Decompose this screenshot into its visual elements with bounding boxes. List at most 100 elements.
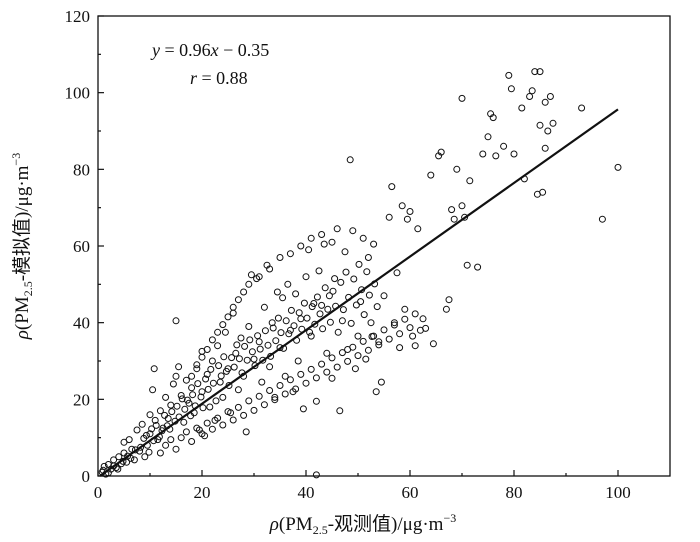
data-point xyxy=(510,150,518,158)
equation-x-var: x xyxy=(210,40,219,60)
data-point xyxy=(321,284,329,292)
scatter-points xyxy=(98,68,622,479)
data-point xyxy=(215,362,223,370)
data-point xyxy=(541,98,549,106)
data-point xyxy=(188,438,196,445)
data-point xyxy=(141,453,149,461)
data-point xyxy=(364,254,372,261)
data-point xyxy=(219,393,227,401)
y-label-pm: (PM xyxy=(12,296,33,330)
data-point xyxy=(193,424,201,432)
data-point xyxy=(268,319,276,327)
data-point xyxy=(206,403,214,411)
y-tick-label: 40 xyxy=(73,314,90,333)
data-point xyxy=(248,348,256,356)
data-point xyxy=(342,268,350,276)
data-point xyxy=(281,372,289,380)
data-point xyxy=(385,213,393,221)
data-point xyxy=(306,328,314,336)
data-point xyxy=(233,341,241,349)
data-point xyxy=(328,238,336,246)
data-point xyxy=(130,456,138,464)
data-point xyxy=(307,332,315,340)
data-point xyxy=(318,360,326,368)
data-point xyxy=(145,448,153,456)
data-point xyxy=(297,242,305,250)
y-tick-label: 20 xyxy=(73,390,90,409)
data-point xyxy=(180,418,188,426)
data-point xyxy=(203,419,211,427)
data-point xyxy=(266,363,274,371)
y-label-main: -模拟值)/μg·m xyxy=(11,165,33,281)
data-point xyxy=(313,293,321,301)
correlation-annotation: r = 0.88 xyxy=(190,68,248,88)
data-point xyxy=(363,268,371,276)
data-point xyxy=(422,324,430,332)
data-point xyxy=(234,296,242,304)
data-point xyxy=(393,269,401,277)
data-point xyxy=(350,275,358,283)
data-point xyxy=(266,387,274,394)
data-point xyxy=(208,357,216,365)
data-point xyxy=(448,206,456,214)
data-point xyxy=(197,393,205,401)
x-label-subscript: 2.5 xyxy=(313,523,328,537)
data-point xyxy=(489,114,497,122)
data-point xyxy=(219,421,227,429)
data-point xyxy=(273,288,281,296)
data-point xyxy=(167,436,175,444)
data-point xyxy=(526,93,534,100)
data-point xyxy=(362,355,370,363)
data-point xyxy=(396,330,404,338)
data-point xyxy=(161,411,169,419)
data-point xyxy=(484,133,492,141)
data-point xyxy=(245,397,253,405)
x-axis-ticks: 0 20 40 60 80 100 xyxy=(94,470,631,502)
x-tick-label: 60 xyxy=(402,483,419,502)
data-point xyxy=(188,384,196,392)
data-point xyxy=(250,355,258,363)
data-point xyxy=(334,328,342,336)
data-point xyxy=(312,397,320,405)
data-point xyxy=(307,234,315,242)
data-point xyxy=(302,273,310,281)
x-label-main: -观测值)/μg·m xyxy=(328,513,444,535)
data-point xyxy=(297,370,305,378)
data-point xyxy=(282,317,290,325)
data-point xyxy=(292,290,300,298)
data-point xyxy=(255,273,263,281)
data-point xyxy=(307,365,315,373)
data-point xyxy=(181,405,189,413)
data-point xyxy=(299,405,307,413)
data-point xyxy=(199,404,207,412)
data-point xyxy=(208,336,216,344)
data-point xyxy=(500,142,508,150)
data-point xyxy=(344,357,352,365)
data-point xyxy=(336,407,344,415)
data-point xyxy=(320,240,328,248)
data-point xyxy=(539,188,547,196)
data-point xyxy=(373,303,381,311)
data-point xyxy=(173,402,181,410)
data-point xyxy=(316,310,324,318)
data-point xyxy=(319,325,327,333)
data-point xyxy=(311,320,319,328)
regression-equation: y = 0.96x − 0.35 xyxy=(150,40,269,60)
data-point xyxy=(259,356,267,364)
data-point xyxy=(305,246,313,254)
y-tick-label: 0 xyxy=(82,467,91,486)
correlation-r-var: r xyxy=(190,68,198,88)
data-point xyxy=(385,335,393,343)
data-point xyxy=(328,354,336,362)
data-point xyxy=(167,401,175,409)
data-point xyxy=(266,265,274,273)
data-point xyxy=(228,354,236,362)
y-label-superscript: −3 xyxy=(9,153,23,166)
data-point xyxy=(162,441,170,449)
data-point xyxy=(271,396,279,404)
y-tick-label: 100 xyxy=(65,84,91,103)
data-point xyxy=(287,306,295,314)
data-point xyxy=(302,379,310,387)
data-point xyxy=(359,337,367,345)
data-point xyxy=(220,353,228,361)
